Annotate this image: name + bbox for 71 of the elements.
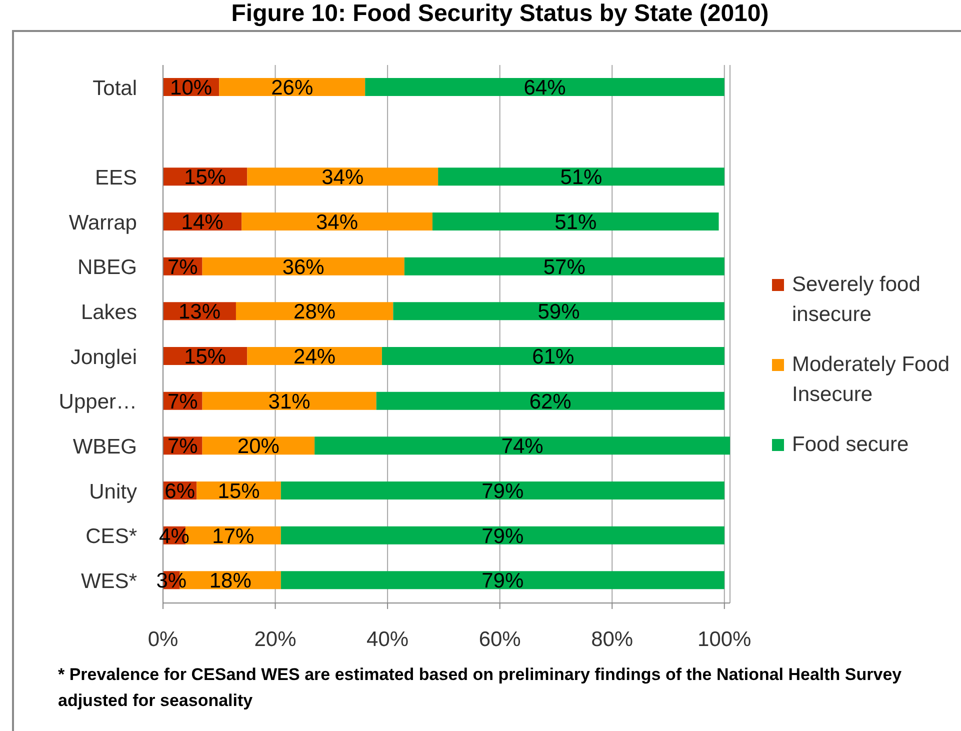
- data-label: 7%: [167, 256, 198, 279]
- y-tick-label: Unity: [89, 480, 138, 504]
- bar: [438, 168, 724, 186]
- x-tick-label: 20%: [254, 628, 296, 651]
- x-tick-label: 80%: [591, 628, 634, 651]
- bar: [247, 168, 438, 186]
- data-label: 57%: [543, 256, 586, 279]
- bar: [382, 347, 724, 365]
- data-label: 74%: [501, 435, 544, 458]
- data-label: 15%: [184, 166, 226, 190]
- data-label: 14%: [181, 210, 224, 234]
- data-label: 62%: [529, 390, 572, 414]
- data-label: 7%: [167, 435, 198, 458]
- data-label: 6%: [164, 480, 196, 503]
- bar: [242, 212, 432, 230]
- bar: [202, 257, 404, 276]
- data-label: 59%: [538, 300, 580, 324]
- bar: [432, 212, 719, 230]
- data-label: 26%: [271, 76, 314, 100]
- y-tick-label: Total: [92, 76, 137, 100]
- bar: [393, 302, 724, 320]
- y-tick-label: Lakes: [80, 301, 137, 324]
- data-label: 79%: [482, 524, 524, 548]
- data-label: 24%: [294, 345, 336, 368]
- data-label: 15%: [218, 480, 260, 503]
- legend-label: Moderately Food Insecure: [792, 352, 951, 408]
- bar: [280, 526, 724, 544]
- bar: [219, 78, 366, 96]
- bar: [376, 392, 724, 410]
- x-tick-label: 60%: [478, 628, 521, 651]
- y-tick-label: WES*: [80, 570, 137, 594]
- y-tick-label: CES*: [86, 525, 137, 548]
- data-label: 31%: [268, 390, 310, 414]
- bar: [314, 436, 730, 455]
- data-label: 20%: [237, 435, 280, 458]
- data-label: 15%: [184, 345, 226, 368]
- data-label: 34%: [322, 166, 364, 190]
- y-tick-label: Upper…: [58, 390, 137, 414]
- data-label: 79%: [482, 570, 524, 593]
- x-tick-label: 40%: [366, 628, 409, 651]
- data-label: 51%: [554, 210, 597, 234]
- legend-label: Severely food insecure: [792, 272, 922, 328]
- legend-label: Food secure: [792, 432, 910, 458]
- y-tick-label: EES: [94, 166, 137, 190]
- data-label: 10%: [170, 76, 212, 100]
- data-label: 64%: [524, 76, 566, 100]
- y-tick-label: NBEG: [77, 256, 137, 280]
- data-label: 79%: [482, 480, 524, 503]
- data-label: 61%: [532, 345, 574, 368]
- data-label: 36%: [282, 256, 324, 279]
- bar: [365, 78, 724, 96]
- y-tick-label: Warrap: [68, 211, 137, 234]
- data-label: 18%: [209, 570, 252, 593]
- bar: [280, 571, 724, 590]
- bar: [280, 482, 724, 500]
- text: * Prevalence for CESand WES are estimated based on preliminary findings of the National Health Survey adjusted for seasonality: [58, 664, 903, 712]
- bar: [202, 392, 376, 410]
- chart-title: Figure 10: Food Security Status by State (2010): [230, 0, 770, 28]
- data-label: 13%: [178, 300, 221, 324]
- bar: [247, 347, 382, 365]
- x-tick-label: 0%: [148, 628, 178, 651]
- data-label: 28%: [294, 300, 336, 324]
- data-label: 34%: [316, 210, 358, 234]
- data-label: 51%: [560, 166, 602, 190]
- y-tick-label: WBEG: [72, 436, 137, 459]
- y-tick-label: Jonglei: [70, 346, 137, 369]
- bar: [236, 302, 394, 320]
- data-label: 17%: [212, 524, 254, 548]
- x-tick-label: 100%: [698, 628, 752, 651]
- data-label: 7%: [167, 390, 198, 414]
- bar: [404, 257, 724, 276]
